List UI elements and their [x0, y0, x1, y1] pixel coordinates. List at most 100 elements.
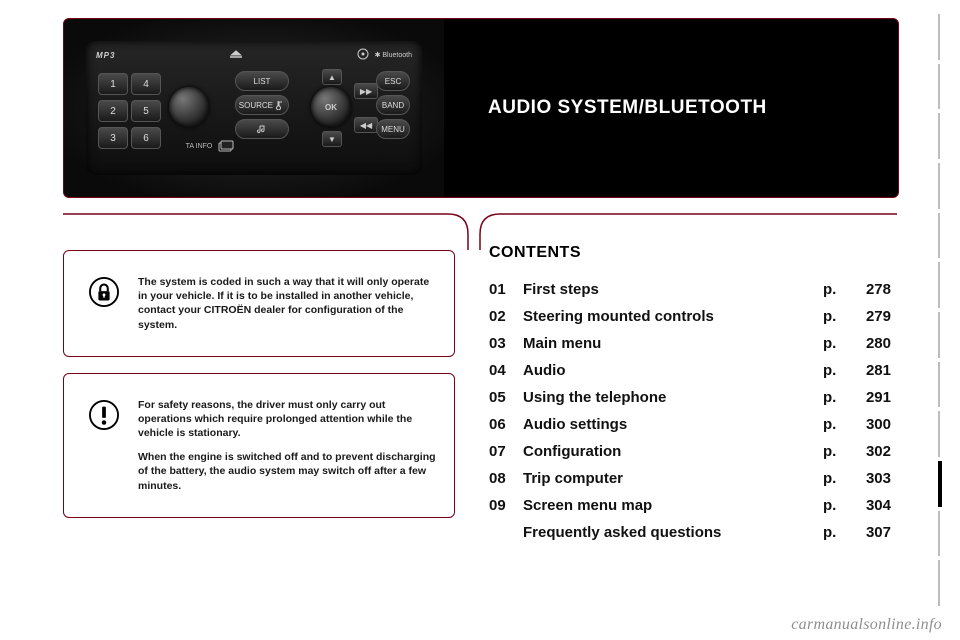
- toc-title: Audio: [523, 362, 823, 379]
- disc-icon: [357, 48, 369, 62]
- toc-row: 02Steering mounted controlsp.279: [485, 303, 895, 330]
- tab-seg: [938, 312, 950, 358]
- toc-num: 09: [489, 497, 523, 514]
- toc-page: 291: [847, 389, 891, 406]
- toc-title: Screen menu map: [523, 497, 823, 514]
- toc-page: 278: [847, 281, 891, 298]
- toc-row: 01First stepsp.278: [485, 276, 895, 303]
- tab-seg: [938, 64, 950, 110]
- watermark: carmanualsonline.info: [791, 616, 942, 634]
- toc-title: Using the telephone: [523, 389, 823, 406]
- ta-info-label: TA INFO: [184, 143, 214, 150]
- safety-notice: For safety reasons, the driver must only…: [63, 373, 455, 518]
- list-button: LIST: [235, 71, 289, 91]
- toc-num: 07: [489, 443, 523, 460]
- toc-page: 279: [847, 308, 891, 325]
- toc-page: 281: [847, 362, 891, 379]
- preset-3: 3: [98, 127, 128, 149]
- tab-seg: [938, 262, 950, 308]
- page-title: AUDIO SYSTEM/BLUETOOTH: [488, 97, 767, 119]
- tab-seg: [938, 14, 950, 60]
- toc-p-label: p.: [823, 389, 847, 406]
- radio-top-strip: MP3 ✱ Bluetooth: [96, 47, 412, 63]
- toc-row: 09Screen menu mapp.304: [485, 492, 895, 519]
- tab-seg-active: [938, 461, 950, 507]
- preset-4: 4: [131, 73, 161, 95]
- exclaim-icon: [89, 400, 119, 435]
- safety-notice-text: For safety reasons, the driver must only…: [138, 398, 436, 493]
- up-arrow-icon: ▲: [322, 69, 342, 85]
- notices-column: The system is coded in such a way that i…: [63, 250, 455, 534]
- tab-seg: [938, 213, 950, 259]
- toc-num: 05: [489, 389, 523, 406]
- tab-seg: [938, 163, 950, 209]
- toc-page: 300: [847, 416, 891, 433]
- safety-notice-p1: For safety reasons, the driver must only…: [138, 398, 436, 441]
- preset-1: 1: [98, 73, 128, 95]
- radio-body: MP3 ✱ Bluetooth 1 4 2 5: [86, 41, 422, 175]
- toc-num: 03: [489, 335, 523, 352]
- tab-seg: [938, 560, 950, 606]
- tab-seg: [938, 511, 950, 557]
- rewind-icon: ◀◀: [354, 117, 378, 133]
- preset-2: 2: [98, 100, 128, 122]
- toc-page: 302: [847, 443, 891, 460]
- toc-row: 03Main menup.280: [485, 330, 895, 357]
- toc-title: Audio settings: [523, 416, 823, 433]
- toc-title: Main menu: [523, 335, 823, 352]
- toc-row: Frequently asked questionsp.307: [485, 519, 895, 546]
- toc-title: Steering mounted controls: [523, 308, 823, 325]
- toc-page: 307: [847, 524, 891, 541]
- toc-row: 06Audio settingsp.300: [485, 411, 895, 438]
- toc-num: 01: [489, 281, 523, 298]
- toc-num: 08: [489, 470, 523, 487]
- toc-p-label: p.: [823, 281, 847, 298]
- tab-seg: [938, 113, 950, 159]
- down-arrow-icon: ▼: [322, 131, 342, 147]
- title-zone: AUDIO SYSTEM/BLUETOOTH: [444, 19, 898, 197]
- mp3-label: MP3: [96, 51, 115, 60]
- esc-button: ESC: [376, 71, 410, 91]
- tab-seg: [938, 362, 950, 408]
- security-notice-p1: The system is coded in such a way that i…: [138, 275, 436, 332]
- toc-num: 02: [489, 308, 523, 325]
- toc-title: First steps: [523, 281, 823, 298]
- ok-knob: [311, 87, 351, 127]
- toc-num: 04: [489, 362, 523, 379]
- music-button: [235, 119, 289, 139]
- toc-row: 07Configurationp.302: [485, 438, 895, 465]
- fast-forward-icon: ▶▶: [354, 83, 378, 99]
- toc-p-label: p.: [823, 443, 847, 460]
- eject-icon: [227, 49, 245, 61]
- toc-title: Configuration: [523, 443, 823, 460]
- toc-p-label: p.: [823, 362, 847, 379]
- toc-p-label: p.: [823, 335, 847, 352]
- toc-num: 06: [489, 416, 523, 433]
- toc-p-label: p.: [823, 470, 847, 487]
- safety-notice-p2: When the engine is switched off and to p…: [138, 450, 436, 493]
- page-root: MP3 ✱ Bluetooth 1 4 2 5: [0, 0, 960, 640]
- band-button: BAND: [376, 95, 410, 115]
- toc-p-label: p.: [823, 416, 847, 433]
- toc-p-label: p.: [823, 524, 847, 541]
- contents-heading: CONTENTS: [489, 244, 895, 262]
- tab-seg: [938, 411, 950, 457]
- bluetooth-icon: ✱ Bluetooth: [375, 51, 412, 59]
- preset-buttons: 1 4 2 5 3 6: [98, 73, 161, 149]
- section-tabs: [938, 14, 950, 610]
- lock-icon: [89, 277, 119, 312]
- toc-page: 303: [847, 470, 891, 487]
- toc-row: 04Audiop.281: [485, 357, 895, 384]
- source-button: SOURCE: [235, 95, 289, 115]
- security-notice-text: The system is coded in such a way that i…: [138, 275, 436, 332]
- security-notice: The system is coded in such a way that i…: [63, 250, 455, 357]
- preset-5: 5: [131, 100, 161, 122]
- right-buttons: ESC BAND MENU: [376, 71, 410, 139]
- toc-title: Trip computer: [523, 470, 823, 487]
- volume-knob: [169, 87, 209, 127]
- toc-row: 05Using the telephonep.291: [485, 384, 895, 411]
- preset-6: 6: [131, 127, 161, 149]
- contents-block: CONTENTS 01First stepsp.27802Steering mo…: [485, 244, 895, 546]
- folder-icon: [216, 139, 236, 155]
- toc-list: 01First stepsp.27802Steering mounted con…: [485, 276, 895, 546]
